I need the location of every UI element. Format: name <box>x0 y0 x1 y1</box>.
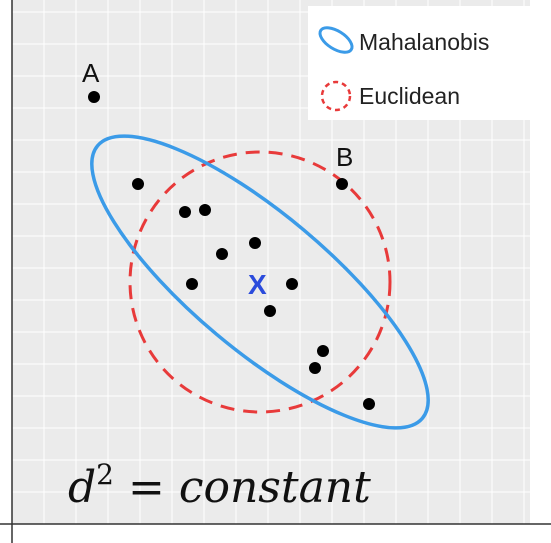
point-b-dot <box>336 178 348 190</box>
legend-box <box>308 6 530 120</box>
data-point <box>249 237 261 249</box>
data-point <box>216 248 228 260</box>
data-point <box>264 305 276 317</box>
data-point <box>317 345 329 357</box>
mahalanobis-ellipse <box>90 134 430 430</box>
legend: Mahalanobis Euclidean <box>308 6 530 120</box>
legend-euclidean-label: Euclidean <box>359 83 460 109</box>
euclidean-legend-icon <box>320 80 352 112</box>
euclidean-circle <box>128 150 392 414</box>
data-point <box>363 398 375 410</box>
data-point <box>286 278 298 290</box>
formula-rest: = constant <box>114 462 371 513</box>
point-a-dot <box>88 91 100 103</box>
formula: d2 = constant <box>68 458 371 513</box>
point-a-label: A <box>82 58 100 88</box>
legend-mahalanobis-label: Mahalanobis <box>359 29 489 55</box>
data-point <box>179 206 191 218</box>
mahalanobis-legend-icon <box>318 26 354 54</box>
data-points <box>88 91 375 410</box>
data-point <box>132 178 144 190</box>
center-x-marker: X <box>248 269 267 300</box>
data-point <box>186 278 198 290</box>
data-point <box>199 204 211 216</box>
formula-exponent: 2 <box>96 458 114 491</box>
formula-base: d <box>68 462 96 513</box>
point-b-label: B <box>336 142 353 172</box>
data-point <box>309 362 321 374</box>
